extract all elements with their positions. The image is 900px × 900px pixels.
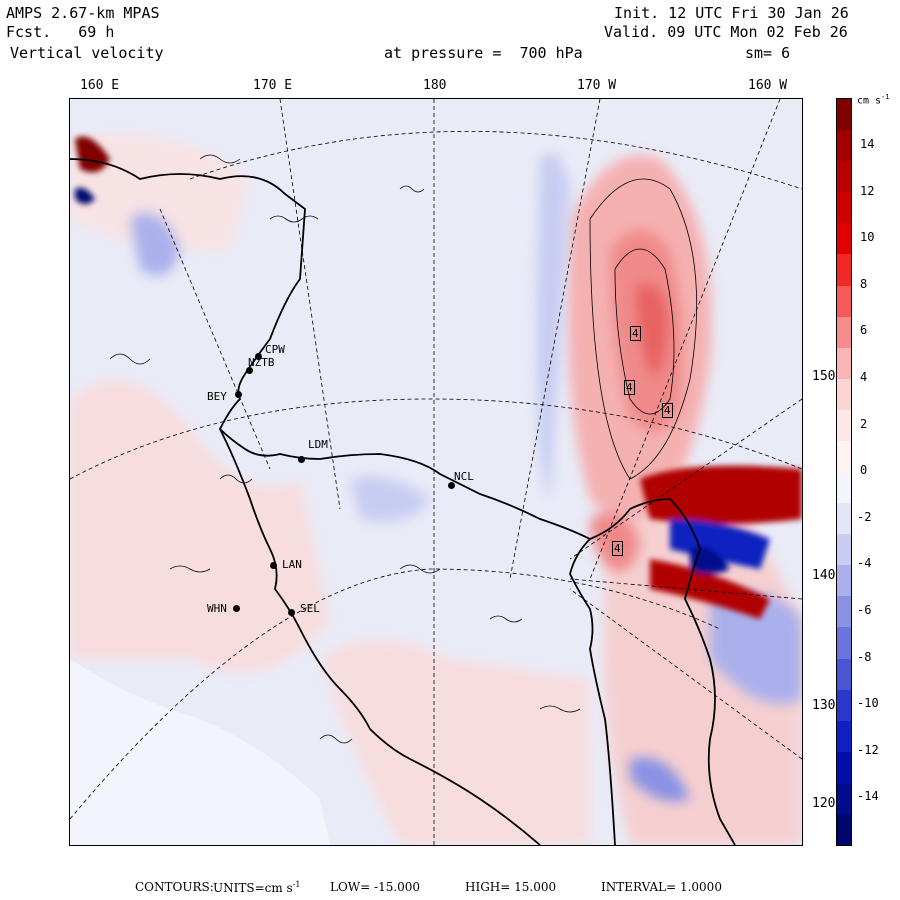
station-marker-ldm	[298, 456, 305, 463]
init-time: Init. 12 UTC Fri 30 Jan 26	[614, 4, 849, 22]
colorbar-segment	[837, 130, 851, 162]
colorbar-tick-label: 10	[860, 230, 875, 245]
footer-high: HIGH= 15.000	[465, 880, 557, 894]
colorbar-tick-label: 8	[860, 276, 868, 291]
intense-core	[75, 136, 802, 619]
map-panel: CPW NZTB BEY LDM NCL LAN WHN SEL 4 4 4 4	[69, 98, 803, 846]
colorbar-segment	[837, 565, 851, 597]
pale-red-regions	[70, 134, 802, 845]
station-nztb: NZTB	[248, 356, 275, 369]
footer-units: UNITS=cm s-1	[213, 880, 301, 895]
lon-label-180: 180	[423, 78, 447, 93]
colorbar-tick-label: 4	[860, 370, 868, 384]
station-marker-nztb	[246, 367, 253, 374]
colorbar-segment	[837, 534, 851, 566]
station-whn: WHN	[207, 602, 227, 615]
colorbar-tick-label: -10	[857, 696, 879, 711]
colorbar	[836, 98, 852, 846]
colorbar-segment	[837, 782, 851, 815]
contour-label: 4	[630, 326, 641, 341]
colorbar-segment	[837, 503, 851, 535]
colorbar-tick-label: -2	[857, 509, 872, 524]
valid-time: Valid. 09 UTC Mon 02 Feb 26	[604, 23, 848, 41]
lon-label-160e: 160 E	[80, 78, 120, 93]
colorbar-segment	[837, 472, 851, 504]
colorbar-unit: cm s-1	[857, 93, 890, 107]
colorbar-segment	[837, 347, 851, 380]
colorbar-segment	[837, 254, 851, 286]
colorbar-segment	[837, 316, 851, 349]
colorbar-segment	[837, 285, 851, 318]
colorbar-tick-label: -6	[857, 603, 872, 617]
contour-lines	[109, 154, 698, 744]
colorbar-tick-label: 0	[860, 463, 868, 478]
colorbar-tick-label: -8	[857, 649, 872, 664]
station-marker-cpw	[255, 353, 262, 360]
contour-label: 4	[612, 541, 623, 556]
lon-label-170e: 170 E	[253, 78, 293, 93]
lon-label-160w: 160 W	[748, 78, 788, 93]
station-bey: BEY	[207, 390, 227, 403]
model-title: AMPS 2.67-km MPAS	[6, 4, 160, 22]
colorbar-segment	[837, 161, 851, 193]
contour-label: 4	[624, 380, 635, 395]
colorbar-tick-label: -14	[857, 789, 879, 804]
colorbar-segment	[837, 720, 851, 753]
station-ncl: NCL	[454, 470, 474, 483]
lon-label-170w: 170 W	[577, 78, 617, 93]
smoothing: sm= 6	[745, 44, 791, 62]
colorbar-segment	[837, 409, 851, 442]
footer-low: LOW= -15.000	[330, 880, 421, 894]
colorbar-segment	[837, 751, 851, 784]
colorbar-tick-label: 14	[860, 137, 875, 151]
forecast-hour: Fcst. 69 h	[6, 23, 115, 41]
colorbar-segment	[837, 627, 851, 659]
colorbar-segment	[837, 99, 851, 131]
colorbar-tick-label: -12	[857, 742, 879, 757]
station-sel: SEL	[300, 602, 320, 615]
descent-patches	[130, 153, 802, 802]
station-marker-sel	[288, 609, 295, 616]
footer-interval: INTERVAL= 1.0000	[601, 880, 722, 894]
colorbar-segment	[837, 689, 851, 722]
field-name: Vertical velocity	[10, 44, 164, 62]
colorbar-segment	[837, 192, 851, 224]
lower-left-low-values	[70, 659, 330, 845]
colorbar-segment	[837, 658, 851, 691]
pressure-level: at pressure = 700 hPa	[384, 44, 583, 62]
colorbar-segment	[837, 440, 851, 473]
station-marker-whn	[233, 605, 240, 612]
footer-contours: CONTOURS:	[135, 880, 214, 894]
coastline	[70, 158, 736, 845]
colorbar-segment	[837, 596, 851, 628]
colorbar-segment	[837, 223, 851, 255]
colorbar-tick-label: 2	[860, 416, 868, 431]
contour-label: 4	[662, 403, 673, 418]
station-lan: LAN	[282, 558, 302, 571]
colorbar-tick-label: -4	[857, 556, 872, 571]
station-cpw: CPW	[265, 343, 285, 356]
station-ldm: LDM	[308, 438, 328, 451]
station-marker-bey	[235, 391, 242, 398]
lat-lon-grid	[70, 99, 802, 845]
vertical-velocity-field	[70, 99, 802, 845]
station-marker-lan	[270, 562, 277, 569]
colorbar-tick-label: 12	[860, 183, 875, 198]
colorbar-segment	[837, 813, 851, 846]
colorbar-segment	[837, 378, 851, 411]
colorbar-tick-label: 6	[860, 323, 868, 338]
station-marker-ncl	[448, 482, 455, 489]
